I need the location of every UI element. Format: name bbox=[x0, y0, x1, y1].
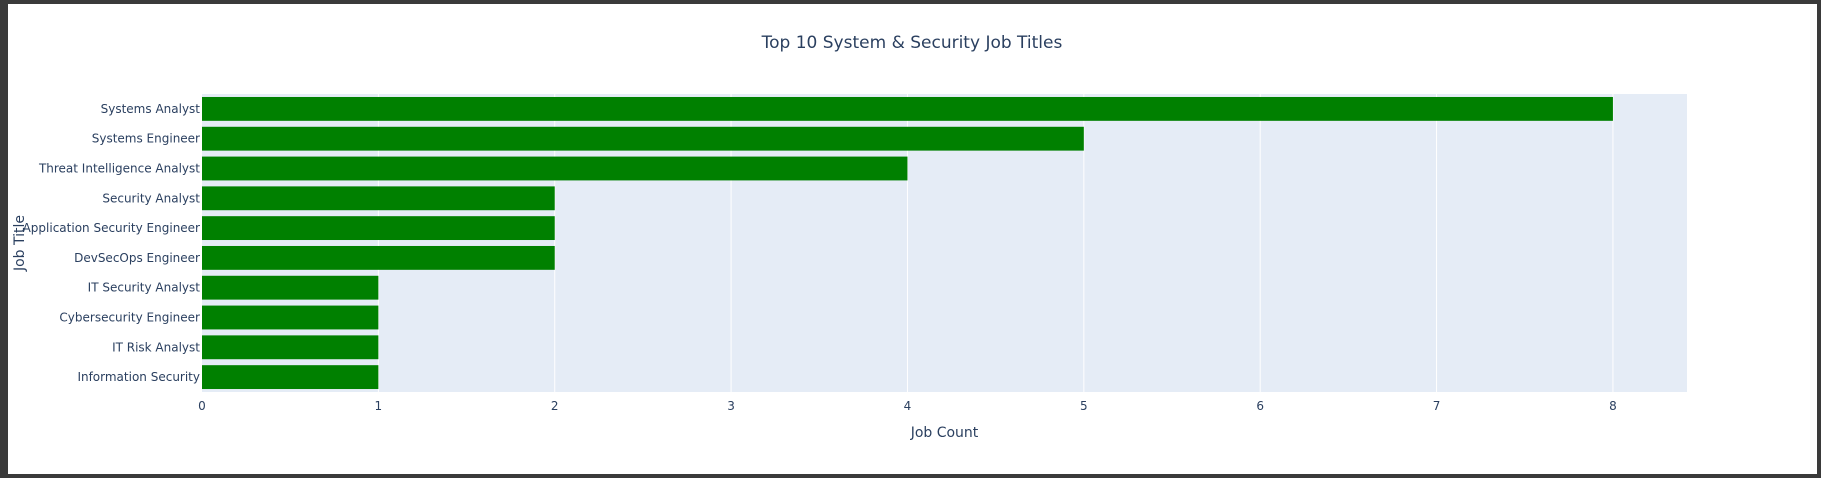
y-tick-label: Application Security Engineer bbox=[23, 221, 200, 235]
bar[interactable] bbox=[202, 216, 555, 241]
bar[interactable] bbox=[202, 275, 379, 300]
x-tick-label: 6 bbox=[1256, 399, 1264, 413]
y-tick-label: Information Security bbox=[77, 370, 200, 384]
bars bbox=[202, 96, 1613, 390]
y-tick-labels: Systems Analyst Systems Engineer Threat In… bbox=[23, 102, 201, 384]
x-tick-label: 4 bbox=[904, 399, 912, 413]
x-tick-label: 1 bbox=[375, 399, 383, 413]
y-tick-label: Threat Intelligence Analyst bbox=[38, 162, 200, 176]
x-axis-title: Job Count bbox=[910, 425, 979, 441]
x-tick-label: 0 bbox=[198, 399, 206, 413]
y-tick-label: IT Security Analyst bbox=[88, 281, 201, 295]
x-tick-labels: 0 1 2 3 4 5 6 7 8 bbox=[198, 399, 1617, 413]
y-tick-label: IT Risk Analyst bbox=[112, 340, 200, 354]
y-tick-label: Cybersecurity Engineer bbox=[59, 311, 200, 325]
bar[interactable] bbox=[202, 126, 1084, 151]
bar[interactable] bbox=[202, 305, 379, 330]
y-tick-label: Systems Engineer bbox=[92, 132, 200, 146]
x-tick-label: 8 bbox=[1609, 399, 1617, 413]
bar[interactable] bbox=[202, 365, 379, 390]
chart-title: Top 10 System & Security Job Titles bbox=[761, 33, 1063, 53]
y-axis-title: Job Title bbox=[12, 215, 28, 272]
x-tick-label: 7 bbox=[1433, 399, 1441, 413]
bar[interactable] bbox=[202, 245, 555, 270]
x-tick-label: 5 bbox=[1080, 399, 1088, 413]
bar[interactable] bbox=[202, 96, 1613, 121]
x-tick-label: 2 bbox=[551, 399, 559, 413]
y-tick-label: Systems Analyst bbox=[101, 102, 201, 116]
y-tick-label: Security Analyst bbox=[102, 191, 200, 205]
bar[interactable] bbox=[202, 186, 555, 211]
chart-frame: Systems Analyst Systems Engineer Threat In… bbox=[8, 4, 1817, 474]
bar[interactable] bbox=[202, 335, 379, 360]
x-tick-label: 3 bbox=[727, 399, 735, 413]
y-tick-label: DevSecOps Engineer bbox=[74, 251, 200, 265]
bar[interactable] bbox=[202, 156, 908, 181]
bar-chart: Systems Analyst Systems Engineer Threat In… bbox=[12, 33, 1687, 441]
